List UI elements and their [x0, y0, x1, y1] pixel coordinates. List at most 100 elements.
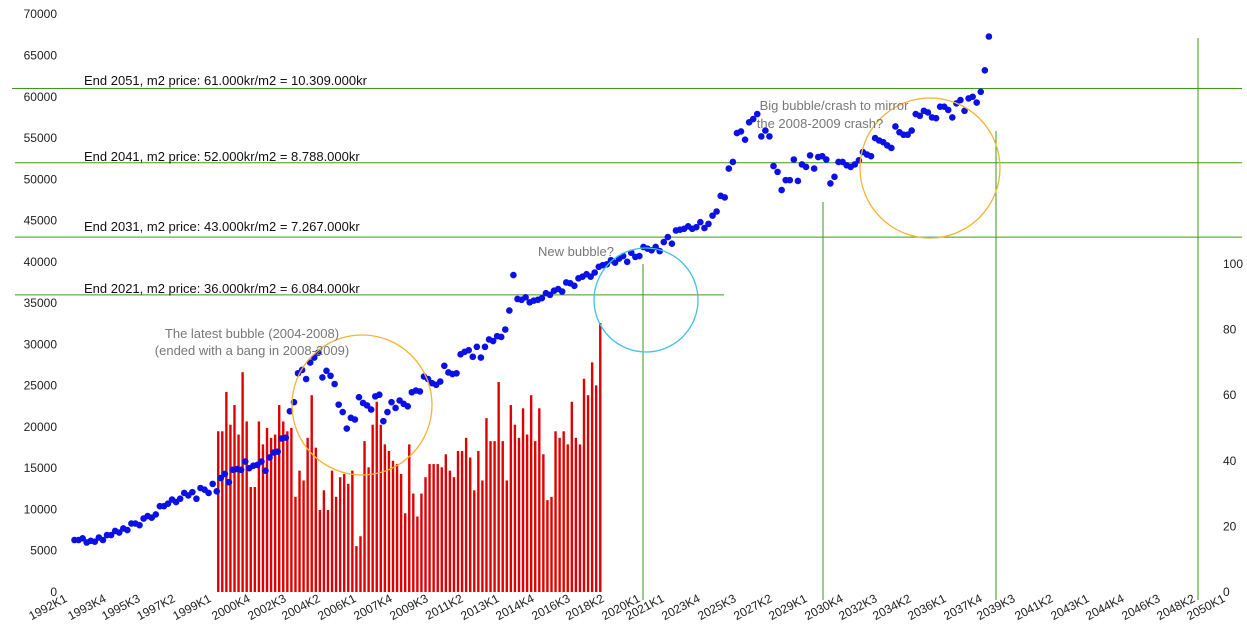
data-point [758, 133, 765, 140]
bar [261, 444, 265, 592]
data-point [985, 33, 993, 40]
data-point [465, 346, 473, 354]
bar [590, 362, 594, 592]
data-point [225, 478, 233, 486]
bubble-label-new: New bubble? [538, 244, 614, 259]
bar [578, 444, 582, 592]
data-point [388, 398, 395, 406]
left-axis-tick-label: 25000 [24, 379, 58, 393]
data-point [380, 417, 387, 425]
right-axis-ticks: 0 20 40 60 80 100 [1223, 257, 1243, 599]
bar [448, 470, 452, 592]
right-axis-tick-label: 80 [1223, 323, 1237, 337]
bar [286, 431, 289, 592]
bar [521, 408, 525, 592]
bar [253, 487, 257, 592]
bar [424, 477, 427, 592]
data-point [810, 165, 818, 172]
data-point [701, 224, 708, 232]
left-axis-tick-label: 15000 [24, 461, 58, 475]
data-point [981, 67, 989, 74]
data-point [790, 156, 798, 163]
bar [460, 450, 464, 592]
left-axis-tick-label: 40000 [24, 255, 58, 269]
bar [290, 428, 293, 592]
data-point [376, 391, 383, 399]
bar [233, 405, 236, 592]
data-point [611, 259, 619, 266]
data-point [416, 388, 424, 395]
bar [257, 421, 261, 592]
bar [273, 434, 277, 592]
left-axis-tick-label: 20000 [24, 420, 58, 434]
data-point [99, 536, 107, 544]
data-point [473, 343, 481, 351]
bar [485, 418, 488, 592]
x-axis-tick-label: 2004K2 [279, 591, 322, 623]
data-point [124, 526, 131, 534]
bar [302, 480, 305, 592]
x-axis-tick-label: 2016K3 [529, 591, 572, 623]
x-axis-tick-label: 2043K1 [1048, 591, 1091, 623]
data-point [274, 448, 282, 455]
data-point [571, 282, 578, 290]
data-point [404, 402, 412, 410]
bubble-label-big-line2: the 2008-2009 crash? [757, 116, 883, 131]
data-point [221, 470, 229, 478]
x-axis-tick-label: 1997K2 [134, 591, 177, 623]
bar [371, 424, 374, 592]
data-point [436, 378, 444, 385]
data-point [827, 180, 834, 187]
x-axis-tick-label: 1995K3 [99, 591, 142, 623]
ref-label-2031: End 2031, m2 price: 43.000kr/m2 = 7.267.… [84, 219, 360, 234]
reference-lines [12, 88, 1242, 296]
bar [570, 401, 574, 592]
bar [582, 378, 586, 592]
x-axis-tick-label: 1992K1 [26, 591, 69, 623]
bar [501, 441, 504, 592]
right-axis-tick-label: 0 [1223, 585, 1230, 599]
data-point [205, 489, 212, 497]
data-point [176, 495, 184, 503]
data-point [636, 252, 643, 260]
left-axis-tick-label: 30000 [24, 337, 58, 351]
data-point [867, 152, 875, 160]
data-point [668, 240, 676, 247]
bar [278, 405, 281, 592]
data-point [778, 186, 785, 194]
data-point [343, 425, 351, 432]
bar [391, 460, 395, 592]
data-point [692, 223, 700, 231]
bar [481, 480, 484, 592]
left-axis-tick-label: 55000 [24, 131, 58, 145]
data-point [806, 152, 814, 159]
bubble-circle [859, 97, 1001, 239]
bar [265, 428, 269, 592]
data-point [587, 273, 594, 281]
bar [473, 490, 476, 592]
bar [599, 323, 602, 592]
bar [428, 464, 431, 592]
bar [338, 477, 342, 592]
bar [444, 454, 448, 592]
x-axis-tick-label: 2018K2 [563, 591, 606, 623]
data-point [721, 194, 729, 201]
bar [375, 401, 378, 592]
bar [269, 437, 273, 592]
x-axis-tick-label: 2009K3 [387, 591, 430, 623]
data-point [558, 288, 566, 295]
bar [586, 395, 590, 592]
data-point [774, 168, 781, 176]
data-point [823, 156, 830, 163]
x-axis-tick-label: 2041K2 [1012, 591, 1055, 623]
x-axis-tick-label: 2027K2 [731, 591, 774, 623]
bar [241, 372, 244, 592]
data-point [351, 416, 359, 423]
x-axis-tick-label: 2013K1 [458, 591, 501, 623]
bar [217, 431, 220, 592]
data-point [753, 110, 761, 118]
x-axis-tick-label: 2034K2 [870, 591, 913, 623]
bar [489, 441, 492, 592]
bubble-circles [291, 97, 1001, 476]
